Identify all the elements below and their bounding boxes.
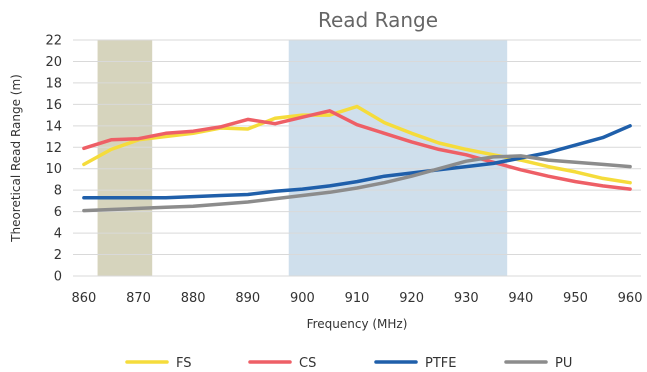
y-tick-label: 4 — [54, 227, 62, 242]
shaded-band-0 — [97, 40, 153, 276]
series-lines — [82, 104, 632, 213]
y-axis-label: Theoretical Read Range (m) — [9, 74, 23, 243]
y-axis-ticks: 0 2 4 6 8 10 12 14 16 18 20 22 — [45, 34, 62, 285]
y-tick-label: 16 — [45, 98, 62, 113]
legend-label-pu: PU — [555, 356, 572, 371]
y-tick-label: 18 — [45, 76, 62, 91]
series-line-cs — [82, 109, 632, 191]
y-tick-label: 14 — [45, 119, 62, 134]
legend-label-fs: FS — [176, 356, 192, 371]
x-tick-label: 940 — [508, 291, 533, 306]
x-tick-label: 910 — [345, 291, 370, 306]
shaded-bands — [97, 40, 508, 276]
y-tick-label: 12 — [45, 141, 62, 156]
legend: FS CS PTFE PU — [125, 356, 572, 371]
legend-label-cs: CS — [299, 356, 316, 371]
y-tick-label: 20 — [45, 55, 62, 70]
y-tick-label: 8 — [54, 184, 62, 199]
x-tick-label: 890 — [235, 291, 260, 306]
x-tick-label: 880 — [181, 291, 206, 306]
y-tick-label: 10 — [45, 162, 62, 177]
series-line-fs — [82, 104, 632, 185]
x-tick-label: 920 — [399, 291, 424, 306]
y-tick-label: 22 — [45, 34, 62, 49]
x-axis-ticks: 860 870 880 890 900 910 920 930 940 950 960 — [72, 291, 643, 306]
legend-label-ptfe: PTFE — [425, 356, 456, 371]
x-tick-label: 930 — [454, 291, 479, 306]
x-tick-label: 950 — [563, 291, 588, 306]
series-line-pu — [82, 154, 632, 213]
x-tick-label: 900 — [290, 291, 315, 306]
series-line-ptfe — [82, 124, 632, 200]
x-axis-label: Frequency (MHz) — [307, 317, 408, 331]
shaded-band-1 — [288, 40, 508, 276]
y-tick-label: 0 — [54, 270, 62, 285]
chart-title: Read Range — [318, 8, 438, 32]
y-tick-label: 6 — [54, 205, 62, 220]
x-tick-label: 860 — [72, 291, 97, 306]
y-tick-label: 2 — [54, 248, 62, 263]
x-tick-label: 870 — [126, 291, 151, 306]
x-tick-label: 960 — [618, 291, 643, 306]
